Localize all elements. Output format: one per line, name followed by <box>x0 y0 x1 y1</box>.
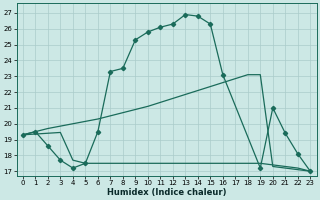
X-axis label: Humidex (Indice chaleur): Humidex (Indice chaleur) <box>107 188 226 197</box>
